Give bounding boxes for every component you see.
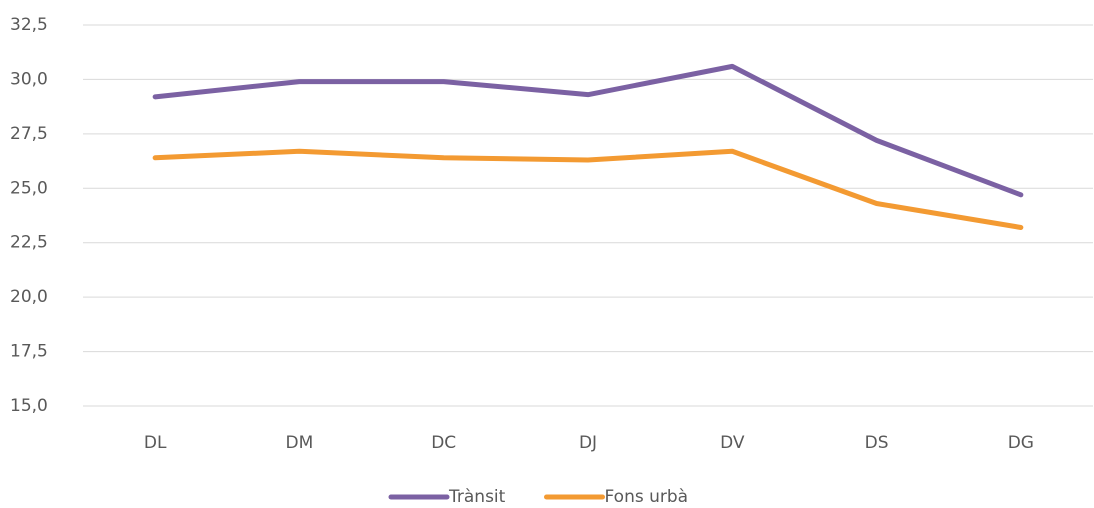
y-tick-label: 20,0 (10, 287, 48, 307)
y-tick-label: 22,5 (10, 233, 48, 253)
x-tick-label: DG (1008, 433, 1034, 453)
x-tick-label: DL (144, 433, 167, 453)
series-line (152, 148, 1024, 230)
legend-label: Trànsit (448, 487, 506, 507)
series-line (152, 63, 1024, 198)
y-tick-label: 30,0 (10, 69, 48, 89)
x-tick-label: DS (865, 433, 889, 453)
y-tick-label: 25,0 (10, 178, 48, 198)
y-tick-label: 15,0 (10, 396, 48, 416)
y-tick-label: 17,5 (10, 342, 48, 362)
legend-label: Fons urbà (605, 487, 689, 507)
y-tick-label: 32,5 (10, 15, 48, 35)
y-tick-label: 27,5 (10, 124, 48, 144)
x-tick-label: DC (431, 433, 456, 453)
x-tick-label: DM (286, 433, 314, 453)
x-tick-label: DV (720, 433, 745, 453)
x-tick-label: DJ (579, 433, 597, 453)
